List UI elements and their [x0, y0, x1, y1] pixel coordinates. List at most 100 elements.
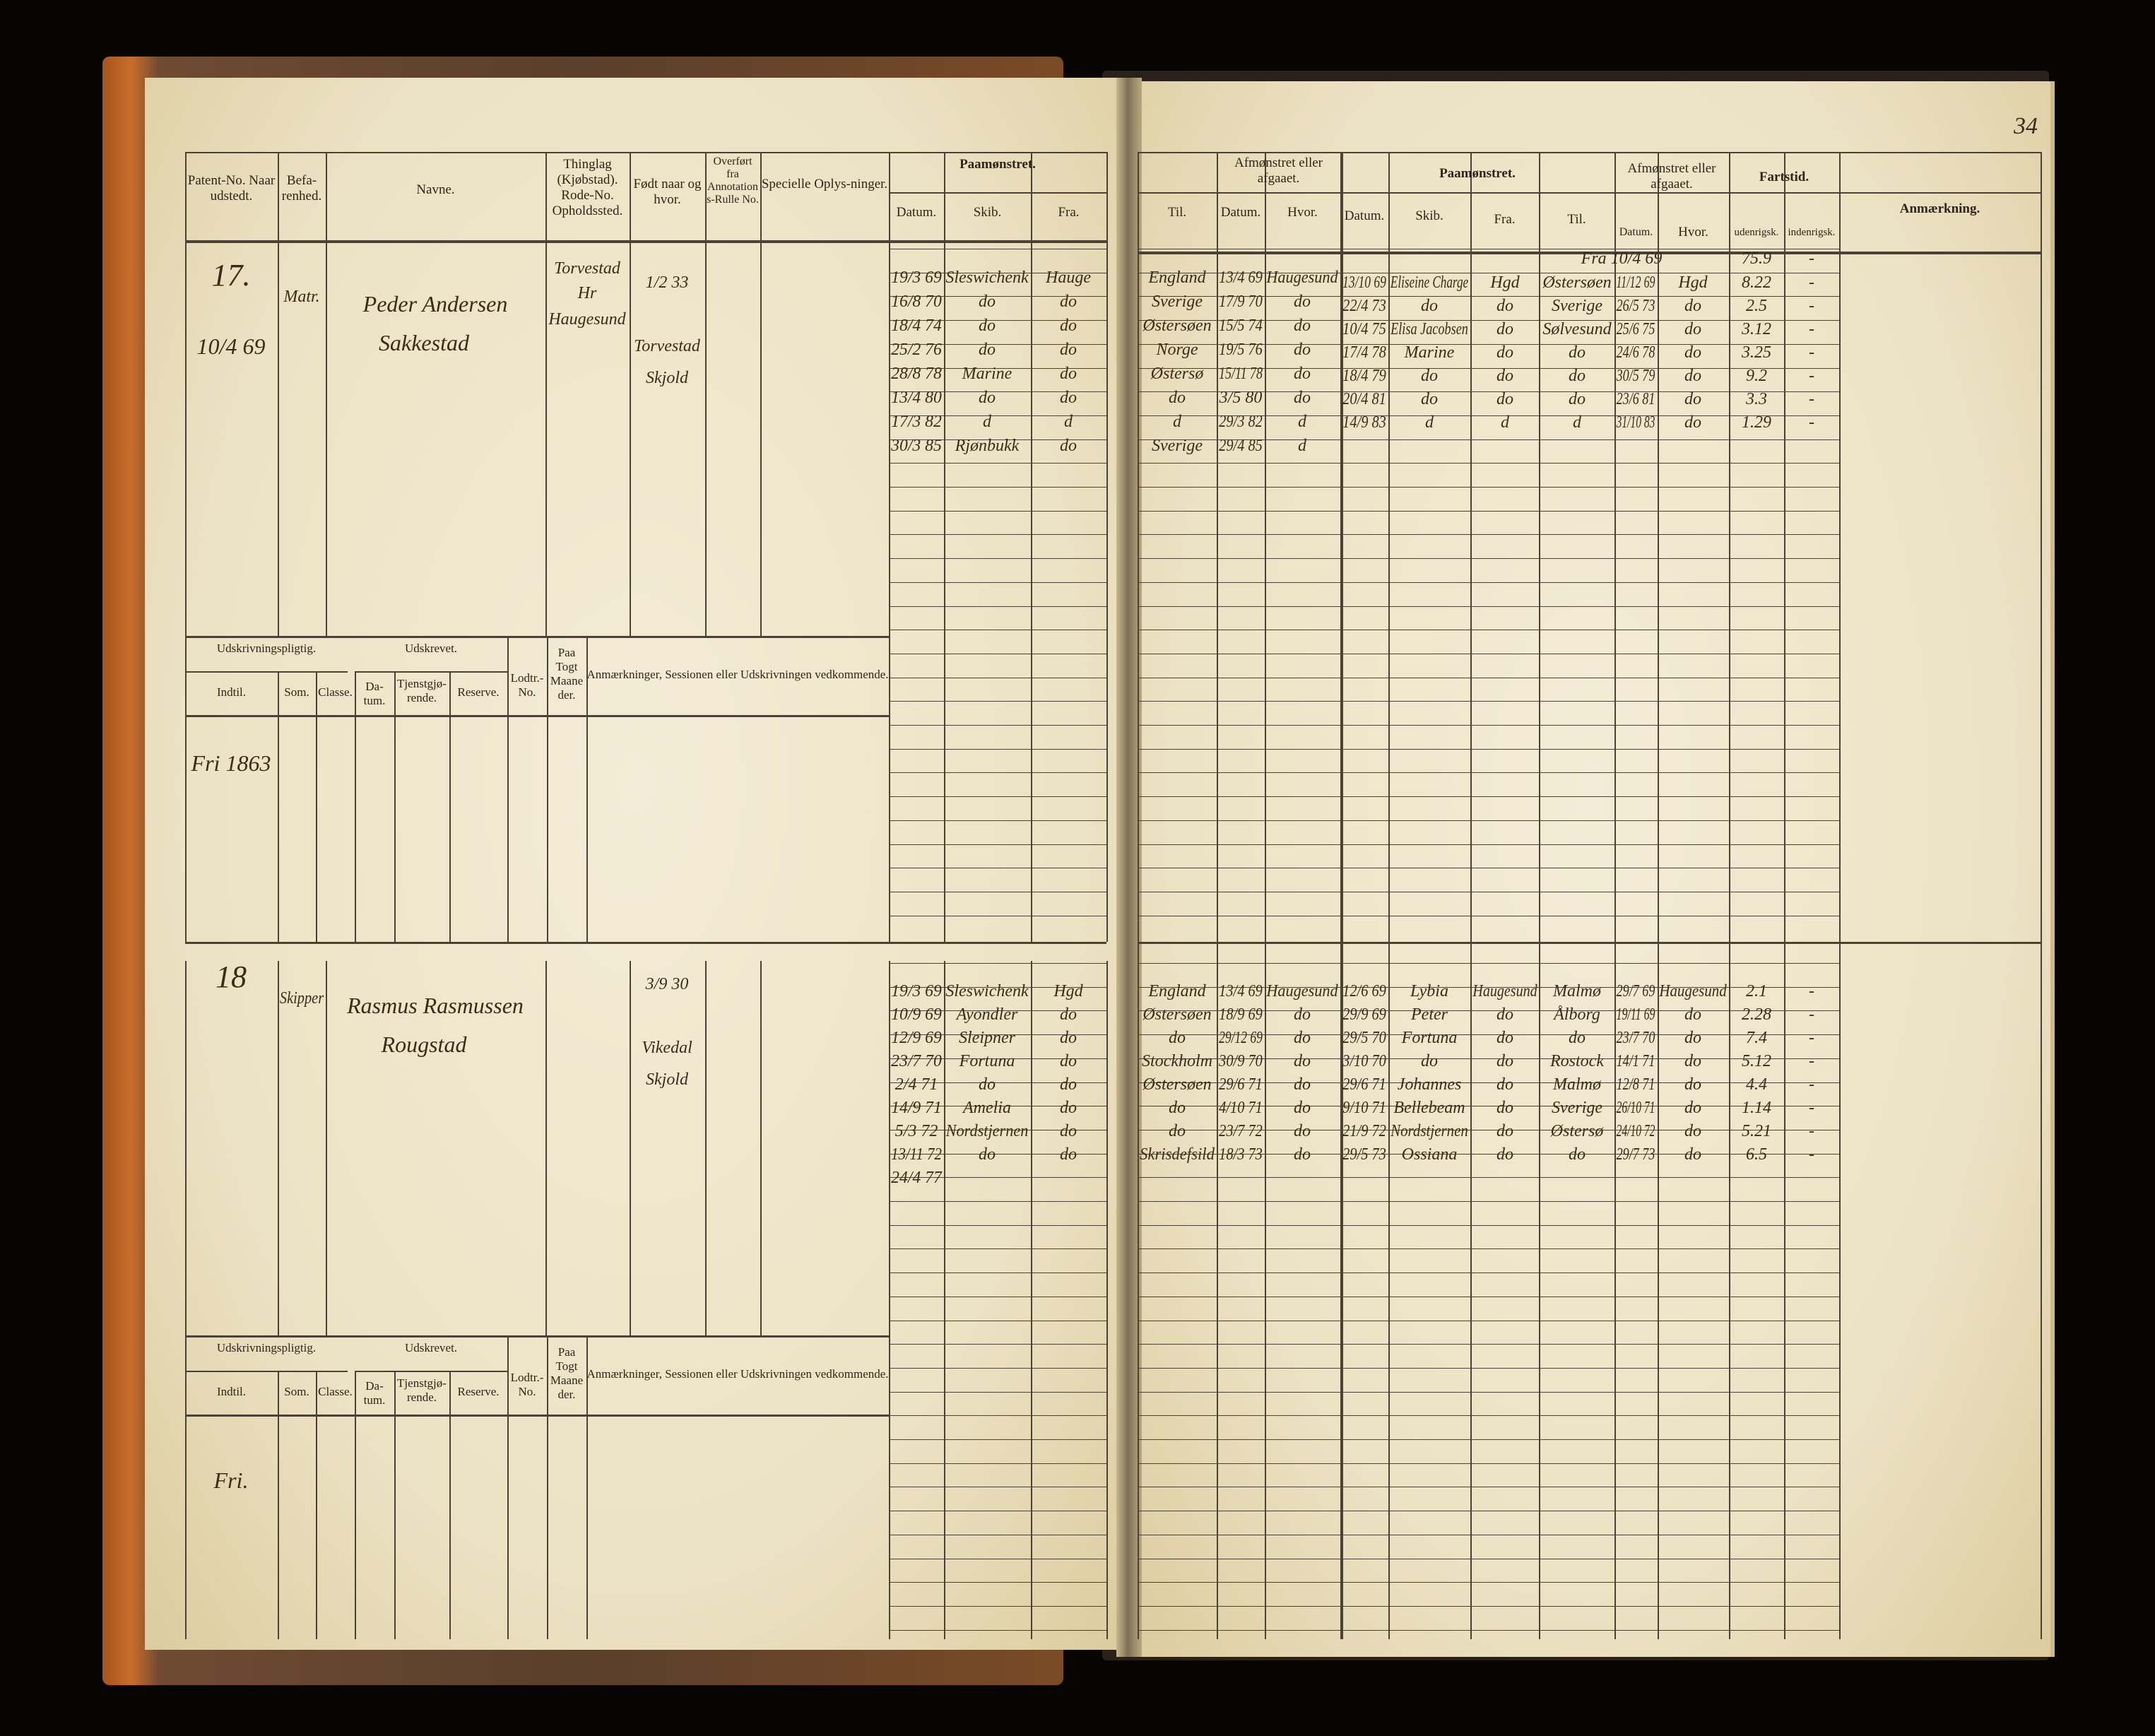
- voyage-left-cell: Østersøen: [1143, 1005, 1212, 1024]
- rule-line: [1658, 152, 1659, 1639]
- voyage-left-cell: do: [979, 1145, 996, 1164]
- rule-line: [355, 715, 356, 942]
- rule-line: [316, 715, 317, 942]
- rule-line: [889, 796, 1106, 798]
- record-born: 1/2 33: [645, 273, 689, 292]
- rule-line: [394, 1413, 396, 1639]
- rule-line: [889, 1415, 1106, 1417]
- voyage-right-cell: do: [1684, 1099, 1701, 1117]
- rule-line: [1138, 152, 2041, 153]
- voyage-left-cell: 18/9 69: [1219, 1005, 1263, 1024]
- rule-line: [1138, 748, 1839, 750]
- record-name: Rasmus Rasmussen: [347, 993, 524, 1018]
- voyage-left-cell: 17/9 70: [1219, 293, 1263, 311]
- udskrivning-header-datum: Da-tum.: [363, 680, 386, 707]
- rule-line: [547, 1413, 548, 1639]
- rule-line: [889, 1367, 1106, 1369]
- udskrivning-header-reserve: Reserve.: [457, 1385, 500, 1398]
- rule-line: [889, 844, 1106, 845]
- voyage-left-cell: 13/4 80: [891, 389, 942, 407]
- record-indtil: Fri.: [213, 1468, 249, 1493]
- voyage-left-cell: Fortuna: [959, 1052, 1015, 1070]
- rule-line: [1138, 391, 1839, 393]
- header-fra-2: Fra.: [1494, 212, 1516, 227]
- rule-line: [1138, 772, 1839, 774]
- rule-line: [507, 1413, 509, 1639]
- voyage-left-cell: do: [1169, 1029, 1186, 1047]
- voyage-left-cell: Marine: [962, 365, 1012, 383]
- voyage-right-cell: do: [1496, 1075, 1513, 1094]
- voyage-right-cell: 29/7 69: [1616, 982, 1655, 1000]
- voyage-left-cell: 15/11 78: [1219, 365, 1263, 383]
- voyage-left-cell: do: [1060, 293, 1077, 311]
- voyage-right-cell: do: [1684, 297, 1701, 315]
- rule-line: [889, 192, 1106, 194]
- rule-line: [1138, 1415, 1839, 1417]
- rule-line: [889, 1201, 1106, 1202]
- voyage-left-cell: do: [979, 317, 996, 335]
- rule-line: [1217, 152, 1218, 1639]
- rule-line: [1138, 844, 1839, 845]
- rule-line: [586, 1413, 588, 1639]
- voyage-left-cell: Sverige: [1152, 293, 1203, 311]
- rule-line: [1138, 1248, 1839, 1250]
- rule-line: [185, 1335, 889, 1338]
- header-specielle: Specielle Oplys-ninger.: [761, 177, 888, 191]
- rule-line: [1138, 701, 1839, 702]
- rule-line: [1138, 1344, 1839, 1345]
- record-thinglag-2: Hr: [577, 284, 597, 302]
- voyage-left-cell: 19/3 69: [891, 268, 942, 287]
- header-patent: Patent-No. Naar udstedt.: [187, 173, 276, 203]
- rule-line: [889, 1629, 1106, 1631]
- voyage-right-cell: do: [1569, 390, 1586, 408]
- record-born-place-2: Skjold: [646, 369, 688, 387]
- voyage-left-cell: Sleswichenk: [945, 268, 1029, 287]
- rule-line: [1138, 986, 1839, 988]
- header-befarenhed: Befa-renhed.: [281, 173, 322, 203]
- udskrivning-header-udskrevet: Udskrevet.: [404, 1341, 458, 1354]
- voyage-left-cell: England: [1148, 268, 1206, 287]
- voyage-left-cell: do: [1294, 1099, 1311, 1117]
- voyage-left-cell: do: [1169, 1099, 1186, 1117]
- rule-line: [1839, 152, 1841, 1639]
- rule-line: [889, 725, 1106, 726]
- voyage-right-cell: Hgd: [1678, 273, 1708, 292]
- voyage-right-cell: 8.22: [1742, 273, 1771, 292]
- header-til: Til.: [1167, 205, 1187, 220]
- voyage-right-cell: 14/1 71: [1616, 1052, 1655, 1070]
- record-born: 3/9 30: [645, 975, 689, 993]
- voyage-right-cell: -: [1809, 320, 1814, 338]
- udskrivning-header-som: Som.: [284, 685, 309, 699]
- voyage-left-cell: 29/4 85: [1219, 437, 1263, 455]
- header-fartstid: Fartstid.: [1759, 170, 1809, 184]
- voyage-left-cell: do: [1060, 389, 1077, 407]
- voyage-left-cell: do: [1294, 1075, 1311, 1094]
- rule-line: [705, 152, 707, 240]
- voyage-right-cell: 11/12 69: [1616, 273, 1655, 292]
- rule-line: [449, 1413, 451, 1639]
- voyage-left-cell: do: [1294, 317, 1311, 335]
- voyage-right-cell: d: [1425, 413, 1434, 432]
- record-name-2: Rougstad: [381, 1032, 467, 1057]
- voyage-left-cell: 3/5 80: [1219, 389, 1263, 407]
- rule-line: [185, 636, 889, 638]
- voyage-right-cell: 21/9 72: [1342, 1122, 1386, 1140]
- rule-line: [1138, 725, 1839, 726]
- rule-line: [889, 1463, 1106, 1464]
- voyage-right-cell: 30/5 79: [1616, 367, 1655, 385]
- voyage-left-cell: do: [1294, 341, 1311, 359]
- record-born-place: Torvestad: [634, 337, 700, 355]
- voyage-left-cell: 4/10 71: [1219, 1099, 1263, 1117]
- voyage-left-cell: do: [1294, 293, 1311, 311]
- voyage-left-cell: 13/4 69: [1219, 268, 1263, 287]
- rule-line: [1388, 152, 1390, 1639]
- udskrivning-header-classe: Classe.: [318, 1385, 353, 1398]
- rule-line: [1138, 1082, 1839, 1083]
- rule-line: [507, 715, 509, 942]
- header-afmonstret: Afmønstret eller afgaaet.: [1234, 155, 1323, 186]
- rule-line: [185, 152, 1106, 153]
- voyage-right-cell: do: [1496, 320, 1513, 338]
- voyage-right-cell: 1.14: [1742, 1099, 1771, 1117]
- voyage-right-cell: Haugesund: [1659, 982, 1727, 1000]
